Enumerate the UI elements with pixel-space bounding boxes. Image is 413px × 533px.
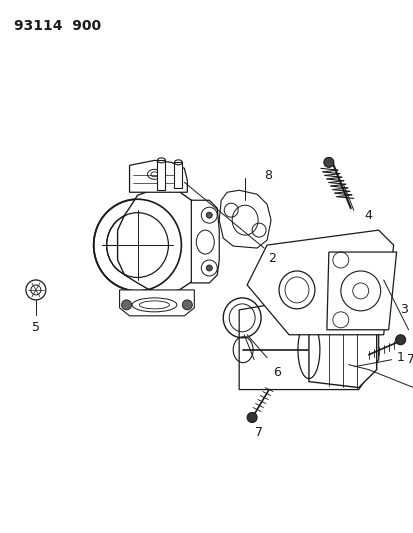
- Text: 3: 3: [399, 303, 406, 317]
- Polygon shape: [308, 312, 376, 387]
- Circle shape: [206, 265, 212, 271]
- Text: 2: 2: [268, 252, 275, 264]
- Polygon shape: [119, 290, 194, 316]
- Polygon shape: [219, 190, 271, 248]
- Polygon shape: [129, 160, 187, 192]
- Polygon shape: [157, 160, 165, 190]
- Polygon shape: [191, 200, 219, 283]
- Polygon shape: [174, 163, 182, 188]
- Polygon shape: [247, 230, 393, 335]
- Circle shape: [247, 413, 256, 423]
- Text: 7: 7: [254, 426, 263, 439]
- Circle shape: [206, 212, 212, 218]
- Text: 1: 1: [396, 351, 404, 364]
- Circle shape: [121, 300, 131, 310]
- Text: 5: 5: [32, 321, 40, 334]
- Text: 7: 7: [406, 353, 413, 366]
- Circle shape: [395, 335, 405, 345]
- Polygon shape: [326, 252, 396, 330]
- Circle shape: [182, 300, 192, 310]
- Polygon shape: [117, 188, 204, 293]
- Text: 4: 4: [364, 209, 372, 222]
- Circle shape: [323, 157, 333, 167]
- Text: 8: 8: [263, 169, 271, 182]
- Text: 93114  900: 93114 900: [14, 19, 101, 33]
- Polygon shape: [239, 290, 378, 390]
- Text: 6: 6: [273, 366, 280, 379]
